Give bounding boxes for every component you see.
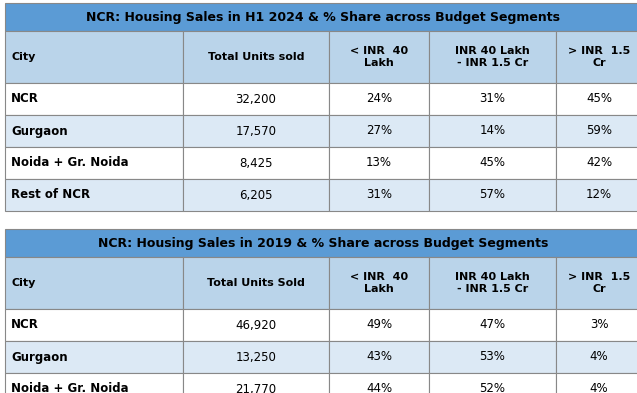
Text: 3%: 3% (590, 318, 608, 332)
Text: 49%: 49% (366, 318, 392, 332)
Bar (5, 83, 183, 115)
Bar (5, 147, 183, 179)
Text: 4%: 4% (590, 351, 608, 364)
Text: Noida + Gr. Noida: Noida + Gr. Noida (11, 382, 129, 393)
Bar (329, 257, 429, 309)
Bar (429, 341, 556, 373)
Bar (556, 373, 637, 393)
Text: Total Units Sold: Total Units Sold (207, 278, 305, 288)
Text: 53%: 53% (480, 351, 505, 364)
Text: Rest of NCR: Rest of NCR (11, 189, 90, 202)
Bar (556, 147, 637, 179)
Bar (183, 115, 329, 147)
Bar (183, 147, 329, 179)
Text: 42%: 42% (586, 156, 612, 169)
Text: 45%: 45% (586, 92, 612, 105)
Text: NCR: NCR (11, 318, 39, 332)
Bar (556, 83, 637, 115)
Bar (556, 341, 637, 373)
Text: < INR  40
Lakh: < INR 40 Lakh (350, 46, 408, 68)
Bar (183, 309, 329, 341)
Text: > INR  1.5
Cr: > INR 1.5 Cr (568, 46, 630, 68)
Text: > INR  1.5
Cr: > INR 1.5 Cr (568, 272, 630, 294)
Bar (5, 257, 183, 309)
Text: 21,770: 21,770 (236, 382, 276, 393)
Text: Total Units sold: Total Units sold (208, 52, 304, 62)
Bar (556, 31, 637, 83)
Bar (429, 179, 556, 211)
Bar (5, 179, 183, 211)
Bar (329, 373, 429, 393)
Text: 24%: 24% (366, 92, 392, 105)
Text: 31%: 31% (480, 92, 506, 105)
Text: 44%: 44% (366, 382, 392, 393)
Text: Noida + Gr. Noida: Noida + Gr. Noida (11, 156, 129, 169)
Text: NCR: NCR (11, 92, 39, 105)
Text: NCR: Housing Sales in H1 2024 & % Share across Budget Segments: NCR: Housing Sales in H1 2024 & % Share … (87, 11, 561, 24)
Text: 4%: 4% (590, 382, 608, 393)
Bar (429, 147, 556, 179)
Bar (5, 31, 183, 83)
Bar (429, 31, 556, 83)
Text: 12%: 12% (586, 189, 612, 202)
Bar (183, 179, 329, 211)
Bar (5, 229, 637, 257)
Bar (329, 83, 429, 115)
Text: 8,425: 8,425 (240, 156, 273, 169)
Text: Gurgaon: Gurgaon (11, 125, 68, 138)
Bar (429, 115, 556, 147)
Text: Gurgaon: Gurgaon (11, 351, 68, 364)
Text: 59%: 59% (586, 125, 612, 138)
Text: 57%: 57% (480, 189, 506, 202)
Text: 43%: 43% (366, 351, 392, 364)
Text: < INR  40
Lakh: < INR 40 Lakh (350, 272, 408, 294)
Bar (556, 179, 637, 211)
Text: 27%: 27% (366, 125, 392, 138)
Text: 31%: 31% (366, 189, 392, 202)
Bar (183, 83, 329, 115)
Bar (5, 373, 183, 393)
Bar (429, 257, 556, 309)
Bar (183, 373, 329, 393)
Text: 52%: 52% (480, 382, 506, 393)
Bar (5, 309, 183, 341)
Bar (329, 147, 429, 179)
Bar (5, 341, 183, 373)
Text: 6,205: 6,205 (240, 189, 273, 202)
Text: 14%: 14% (480, 125, 506, 138)
Text: INR 40 Lakh
- INR 1.5 Cr: INR 40 Lakh - INR 1.5 Cr (455, 272, 530, 294)
Bar (329, 341, 429, 373)
Bar (329, 309, 429, 341)
Text: City: City (11, 52, 36, 62)
Bar (429, 309, 556, 341)
Bar (183, 341, 329, 373)
Bar (429, 83, 556, 115)
Bar (329, 115, 429, 147)
Text: 32,200: 32,200 (236, 92, 276, 105)
Text: NCR: Housing Sales in 2019 & % Share across Budget Segments: NCR: Housing Sales in 2019 & % Share acr… (98, 237, 548, 250)
Text: City: City (11, 278, 36, 288)
Bar (183, 257, 329, 309)
Bar (556, 115, 637, 147)
Text: 47%: 47% (480, 318, 506, 332)
Bar (429, 373, 556, 393)
Bar (556, 257, 637, 309)
Text: 13%: 13% (366, 156, 392, 169)
Bar (183, 31, 329, 83)
Bar (556, 309, 637, 341)
Text: 45%: 45% (480, 156, 506, 169)
Bar (329, 179, 429, 211)
Text: 17,570: 17,570 (236, 125, 276, 138)
Bar (5, 115, 183, 147)
Bar (5, 3, 637, 31)
Text: 46,920: 46,920 (236, 318, 276, 332)
Bar (329, 31, 429, 83)
Text: INR 40 Lakh
- INR 1.5 Cr: INR 40 Lakh - INR 1.5 Cr (455, 46, 530, 68)
Text: 13,250: 13,250 (236, 351, 276, 364)
